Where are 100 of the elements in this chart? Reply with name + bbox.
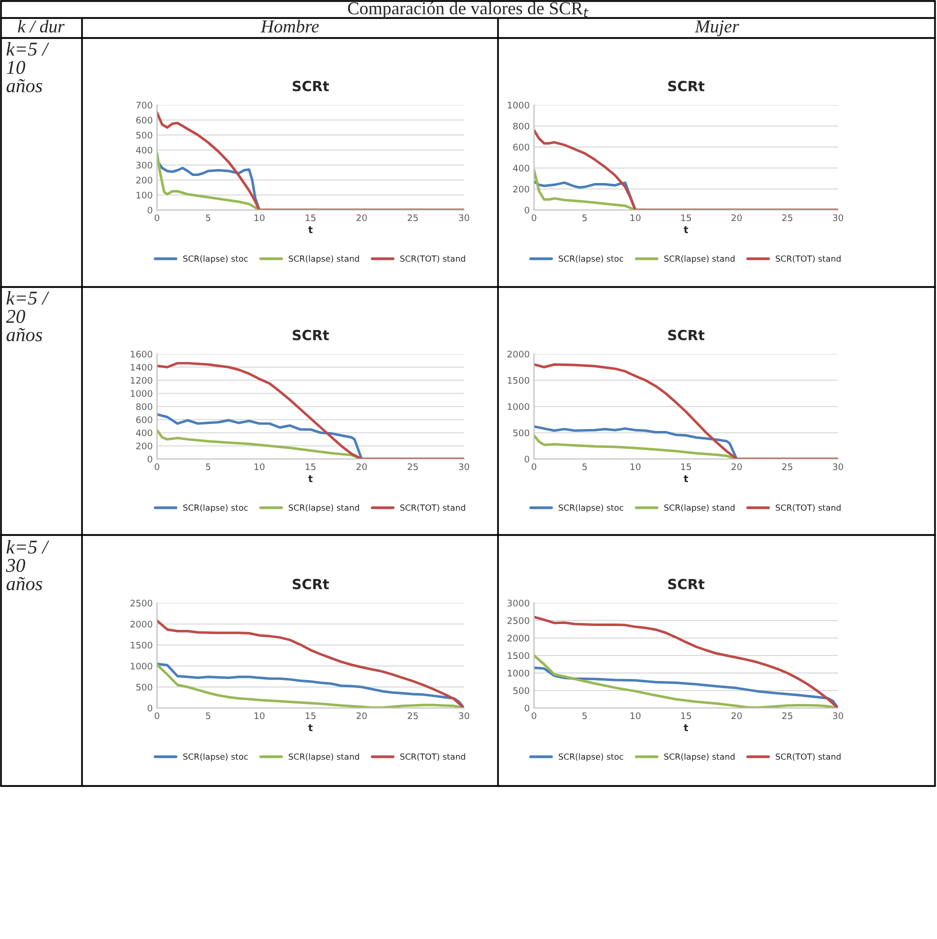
y-tick-label: 2000 [508,350,530,358]
x-axis-title: t [684,475,688,482]
text: k / dur [18,20,65,33]
x-tick-label: 0 [154,214,160,222]
x-axis-title: t [308,724,313,732]
x-tick-label: 30 [832,712,844,720]
x-tick-label: 25 [782,712,792,720]
x-tick-label: 15 [306,712,316,720]
y-tick-label: 100 [136,192,152,199]
x-tick-label: 10 [254,214,264,222]
y-tick-label: 600 [136,416,152,424]
y-tick-label: 0 [524,206,530,214]
x-tick-label: 0 [154,463,160,470]
x-tick-label: 10 [254,463,264,470]
x-tick-label: 5 [582,214,587,222]
legend-label: SCR(lapse) stoc [183,255,248,264]
legend-label: SCR(TOT) stand [400,753,466,761]
x-tick-label: 0 [532,214,536,222]
y-tick-label: 500 [513,687,530,694]
text: k=5 / 30 años [6,540,50,590]
chart-title: SCRt [668,330,704,340]
x-tick-label: 0 [154,712,160,720]
x-tick-label: 15 [681,712,691,720]
x-tick-label: 30 [832,463,844,470]
x-tick-label: 0 [532,463,536,470]
y-tick-label: 0 [524,456,530,463]
legend-label: SCR(TOT) stand [776,255,841,263]
x-tick-label: 5 [206,463,210,470]
y-tick-label: 0 [148,206,152,214]
x-tick-label: 15 [681,214,691,222]
x-tick-label: 25 [408,214,418,222]
y-tick-label: 400 [513,164,530,172]
chart-title: SCRt [292,80,329,92]
x-tick-label: 20 [732,214,742,222]
chart-title: SCRt [668,80,704,92]
y-tick-label: 600 [513,144,530,151]
y-tick-label: 0 [524,704,530,712]
x-tick-label: 20 [732,712,742,720]
x-tick-label: 25 [782,214,792,222]
text: k=5 / 20 años [6,291,50,342]
y-tick-label: 1000 [508,403,530,410]
x-tick-label: 20 [732,463,742,470]
y-tick-label: 1200 [130,376,152,384]
y-tick-label: 400 [136,146,152,154]
x-tick-label: 10 [254,712,264,720]
legend-label: SCR(lapse) stoc [558,504,624,512]
legend-label: SCR(TOT) stand [400,255,466,263]
y-tick-label: 1000 [508,102,530,109]
y-tick-label: 200 [513,186,530,193]
y-tick-label: 2500 [508,617,530,624]
x-tick-label: 25 [782,463,792,470]
y-tick-label: 3000 [508,600,530,607]
legend-label: SCR(lapse) stoc [183,753,248,762]
x-tick-label: 10 [630,712,640,720]
legend-label: SCR(lapse) stand [664,255,734,264]
y-tick-label: 1000 [508,670,530,677]
x-tick-label: 15 [306,463,316,470]
legend-label: SCR(lapse) stoc [183,504,248,512]
y-tick-label: 1500 [508,376,530,384]
x-tick-label: 25 [408,712,418,720]
text: Mujer [694,20,740,36]
legend-label: SCR(lapse) stand [288,504,359,512]
x-axis-title: t [308,475,313,482]
y-tick-label: 200 [136,442,152,450]
x-axis-title: t [308,226,313,234]
x-tick-label: 30 [458,712,470,720]
y-tick-label: 0 [148,704,152,712]
x-tick-label: 25 [408,463,418,470]
y-tick-label: 600 [136,116,152,124]
x-tick-label: 15 [306,214,316,222]
y-tick-label: 400 [136,429,152,436]
legend-label: SCR(TOT) stand [400,504,466,512]
y-tick-label: 800 [136,403,152,410]
legend-label: SCR(TOT) stand [776,504,841,512]
x-tick-label: 30 [458,214,470,222]
y-tick-label: 1400 [130,364,152,371]
y-tick-label: 800 [513,122,530,130]
text: Comparación de valores de SCR$_{t}$ [348,2,588,18]
y-tick-label: 500 [136,684,152,691]
y-tick-label: 2500 [130,600,152,607]
legend-label: SCR(lapse) stand [664,504,734,512]
y-tick-label: 0 [148,456,152,463]
y-tick-label: 1500 [508,652,530,660]
x-tick-label: 5 [206,214,210,222]
y-tick-label: 300 [136,162,152,169]
y-tick-label: 1000 [130,390,152,397]
y-tick-label: 2000 [130,620,152,628]
x-tick-label: 5 [206,712,210,720]
chart-title: SCRt [292,330,329,340]
x-tick-label: 10 [630,463,640,470]
x-tick-label: 20 [356,463,367,470]
x-tick-label: 15 [681,463,691,470]
x-tick-label: 10 [630,214,640,222]
y-tick-label: 500 [136,132,152,139]
y-tick-label: 700 [136,102,152,109]
chart-title: SCRt [668,578,704,590]
x-axis-title: t [684,226,688,234]
x-tick-label: 0 [532,712,536,720]
y-tick-label: 1600 [130,350,152,358]
x-tick-label: 30 [832,214,844,222]
